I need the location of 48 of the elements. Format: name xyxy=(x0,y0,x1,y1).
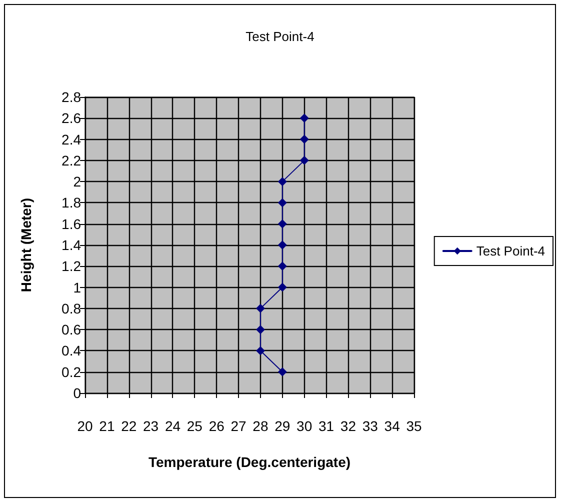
x-tick-label: 31 xyxy=(318,418,334,434)
point xyxy=(278,240,287,250)
x-tick-label: 24 xyxy=(164,418,181,434)
x-tick-label: 21 xyxy=(99,418,115,434)
x-tick-label: 34 xyxy=(384,418,400,434)
x-tick-label: 25 xyxy=(186,418,203,434)
y-tick-label: 0.4 xyxy=(62,342,82,359)
x-tick-label: 35 xyxy=(406,418,422,434)
point xyxy=(300,156,309,165)
chart-title: Test Point-4 xyxy=(246,29,314,44)
x-tick-label: 32 xyxy=(340,418,356,434)
legend-label: Test Point-4 xyxy=(476,244,546,258)
y-axis-title: Height (Meter) xyxy=(18,198,34,292)
x-tick-label: 28 xyxy=(252,418,268,434)
point xyxy=(278,367,287,376)
point xyxy=(256,304,265,313)
y-tick-label: 2.8 xyxy=(62,89,82,105)
y-tick-label: 1 xyxy=(73,279,82,296)
point xyxy=(256,346,265,356)
point xyxy=(278,177,287,186)
y-tick-label: 2.4 xyxy=(62,131,82,148)
x-tick-label: 29 xyxy=(274,418,290,434)
y-tick-label: 1.6 xyxy=(62,216,82,232)
x-tick-label: 33 xyxy=(362,418,378,434)
x-tick-label: 26 xyxy=(208,418,225,434)
point xyxy=(278,262,287,271)
x-axis-title: Temperature (Deg.centerigate) xyxy=(148,454,351,470)
x-tick-label: 22 xyxy=(121,418,137,434)
x-tick-label: 27 xyxy=(230,418,247,434)
point xyxy=(278,219,287,228)
point xyxy=(256,325,265,334)
point xyxy=(300,134,309,144)
y-tick-label: 0.2 xyxy=(62,364,82,380)
y-tick-label: 2.6 xyxy=(62,110,82,126)
x-tick-label: 30 xyxy=(296,418,312,434)
point xyxy=(300,114,309,123)
x-tick-label: 20 xyxy=(77,418,93,434)
y-tick-label: 2 xyxy=(73,174,82,190)
x-tick-label: 23 xyxy=(143,418,159,434)
point xyxy=(278,198,287,208)
y-tick-label: 2.2 xyxy=(62,152,82,168)
point xyxy=(278,282,287,292)
y-tick-label: 1.4 xyxy=(62,237,82,253)
y-tick-label: 0 xyxy=(73,385,82,401)
y-tick-label: 0.8 xyxy=(62,300,82,316)
y-tick-label: 1.2 xyxy=(62,258,82,274)
y-tick-label: 0.6 xyxy=(62,322,82,338)
y-tick-label: 1.8 xyxy=(62,194,82,211)
